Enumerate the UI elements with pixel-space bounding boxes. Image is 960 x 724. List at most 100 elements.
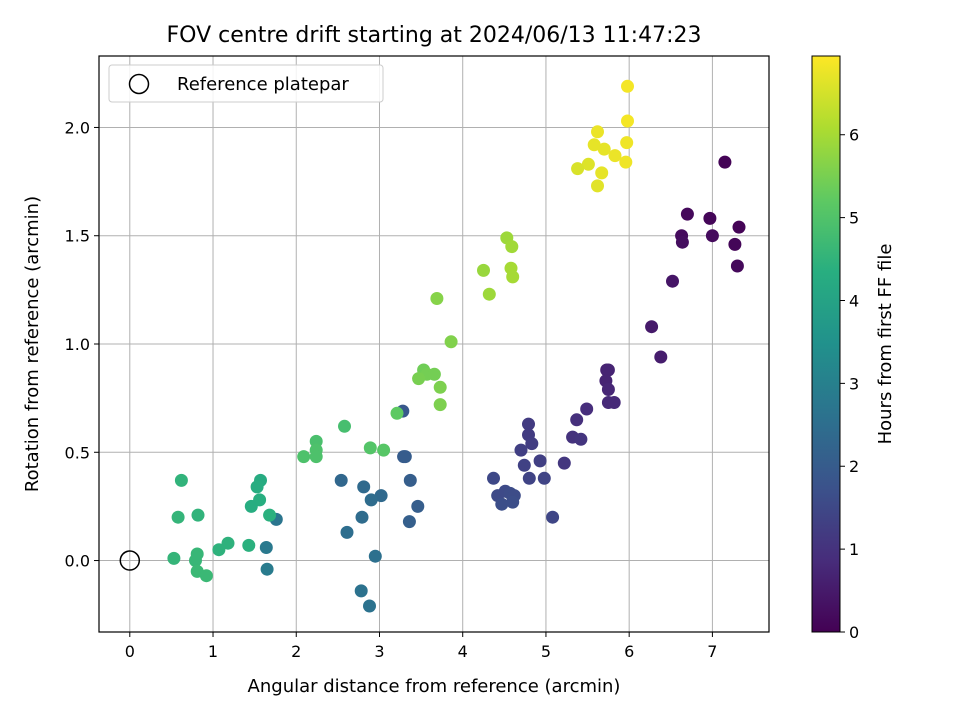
data-point [728, 237, 742, 251]
data-points [167, 79, 746, 613]
data-point [221, 536, 235, 550]
colorbar-tick-label: 6 [849, 126, 859, 145]
data-point [171, 510, 185, 524]
data-point [595, 166, 609, 180]
y-tick-label: 2.0 [65, 118, 90, 137]
data-point [522, 471, 536, 485]
data-point [505, 240, 519, 254]
data-point [621, 79, 634, 93]
data-point [338, 419, 351, 433]
data-point [363, 441, 377, 455]
data-point [260, 562, 274, 576]
data-point [654, 350, 668, 364]
data-point [354, 584, 368, 598]
data-point [402, 515, 416, 529]
data-point [495, 497, 509, 511]
data-point [675, 235, 689, 249]
legend: Reference platepar [108, 64, 384, 103]
data-point [244, 499, 258, 513]
colorbar-tick-label: 1 [849, 540, 859, 559]
data-point [433, 398, 447, 412]
data-point [368, 549, 382, 563]
data-point [537, 471, 551, 485]
colorbar-tick-label: 2 [849, 457, 859, 476]
data-point [718, 155, 732, 169]
data-point [167, 551, 181, 565]
data-point [597, 142, 611, 156]
data-point [506, 270, 520, 284]
data-point [546, 510, 560, 524]
data-point [607, 396, 621, 409]
data-point [705, 229, 719, 243]
data-point [525, 437, 539, 451]
data-point [355, 510, 369, 524]
data-point [608, 149, 622, 163]
data-point [374, 489, 388, 503]
data-point [191, 508, 205, 522]
data-point [517, 458, 531, 472]
y-axis-label: Rotation from reference (arcmin) [22, 196, 43, 492]
data-point [522, 417, 535, 431]
data-point [242, 538, 256, 552]
data-point [430, 292, 444, 305]
data-point [427, 367, 441, 381]
x-tick-label: 6 [624, 642, 634, 661]
data-point [212, 543, 226, 557]
x-tick-label: 4 [458, 642, 468, 661]
data-point [364, 493, 378, 507]
data-point [433, 380, 447, 394]
colorbar-tick-label: 4 [849, 291, 859, 310]
colorbar-label: Hours from first FF file [875, 244, 896, 445]
data-point [444, 335, 458, 349]
data-point [189, 554, 202, 567]
data-point [377, 443, 391, 457]
data-point [666, 274, 679, 288]
data-point [506, 495, 520, 509]
data-point [487, 471, 500, 485]
x-tick-label: 3 [374, 642, 384, 661]
data-point [621, 114, 634, 128]
data-point [619, 155, 633, 169]
y-tick-label: 0.5 [65, 443, 90, 462]
data-point [411, 499, 425, 513]
x-tick-label: 0 [125, 642, 135, 661]
data-point [533, 454, 547, 468]
data-point [591, 179, 604, 193]
y-tick-label: 0.0 [65, 552, 90, 571]
grid-lines [99, 56, 769, 632]
data-point [390, 406, 404, 420]
colorbar-gradient [811, 55, 841, 633]
x-axis-ticks: 0 1 2 3 4 5 6 7 [125, 632, 717, 661]
colorbar-tick-label: 5 [849, 209, 859, 228]
data-point [570, 413, 584, 427]
chart-title: FOV centre drift starting at 2024/06/13 … [167, 23, 702, 48]
data-point [398, 450, 412, 464]
x-tick-label: 7 [707, 642, 717, 661]
data-point [357, 480, 371, 494]
data-point [730, 259, 744, 273]
x-tick-label: 2 [291, 642, 301, 661]
data-point [482, 287, 496, 301]
data-point [250, 480, 264, 494]
data-point [297, 450, 311, 464]
data-point [587, 138, 601, 152]
data-point [340, 525, 354, 539]
data-point [263, 508, 277, 522]
data-point [477, 263, 490, 277]
y-tick-label: 1.0 [65, 335, 90, 354]
data-point [645, 320, 659, 334]
data-point [403, 473, 417, 487]
data-point [199, 569, 213, 583]
data-point [601, 383, 615, 396]
data-point [557, 456, 571, 470]
y-axis-ticks: 0.0 0.5 1.0 1.5 2.0 [65, 118, 99, 571]
data-point [412, 372, 426, 386]
data-point [574, 432, 588, 446]
data-point [514, 443, 528, 457]
colorbar-ticks: 0 1 2 3 4 5 6 [840, 126, 859, 642]
colorbar: 0 1 2 3 4 5 6 Hours from first FF file [811, 55, 896, 642]
data-point [732, 220, 746, 234]
legend-label: Reference platepar [177, 74, 349, 95]
